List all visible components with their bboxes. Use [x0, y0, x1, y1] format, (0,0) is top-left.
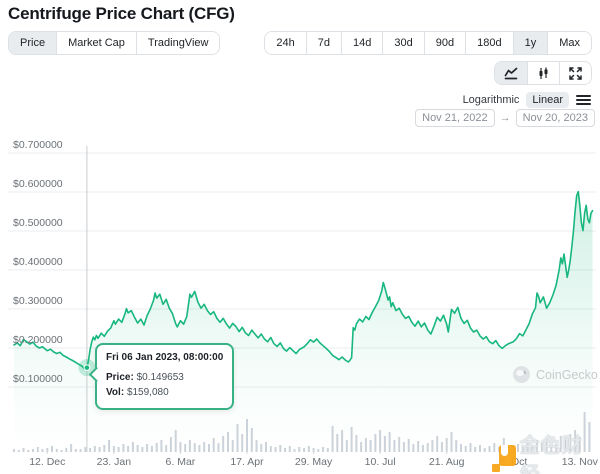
view-tabs: Price Market Cap TradingView	[8, 31, 221, 55]
tooltip-date: Fri 06 Jan 2023, 08:00:00	[106, 352, 224, 363]
coingecko-logo-icon	[513, 366, 530, 383]
y-axis-labels: $0.700000 $0.600000 $0.500000 $0.400000 $0.3…	[13, 139, 63, 385]
range-30d[interactable]: 30d	[383, 32, 425, 54]
svg-text:10. Jul: 10. Jul	[365, 456, 396, 468]
svg-text:$0.300000: $0.300000	[13, 295, 63, 307]
fullscreen-button[interactable]	[560, 62, 591, 84]
date-range: Nov 21, 2022 → Nov 20, 2023	[415, 109, 595, 127]
logarithmic-toggle[interactable]: Logarithmic	[462, 94, 520, 106]
range-180d[interactable]: 180d	[466, 32, 514, 54]
scale-toggle: Logarithmic Linear	[463, 91, 591, 109]
date-to-input[interactable]: Nov 20, 2023	[515, 109, 595, 127]
date-from-input[interactable]: Nov 21, 2022	[415, 109, 495, 127]
svg-text:6. Mar: 6. Mar	[166, 456, 196, 468]
svg-text:$0.200000: $0.200000	[13, 334, 63, 346]
tooltip-volume-row: Vol: $159,080	[106, 386, 169, 398]
svg-text:$0.100000: $0.100000	[13, 373, 63, 385]
svg-text:$0.600000: $0.600000	[13, 178, 63, 190]
svg-text:23. Jan: 23. Jan	[97, 456, 132, 468]
line-chart-button[interactable]	[495, 62, 528, 84]
tab-price[interactable]: Price	[9, 32, 58, 54]
linear-toggle[interactable]: Linear	[526, 92, 569, 108]
fullscreen-icon	[569, 66, 582, 80]
time-range-buttons: 24h 7d 14d 30d 90d 180d 1y Max	[264, 31, 592, 55]
coingecko-watermark-label: CoinGecko	[536, 367, 598, 382]
chart-tooltip: Fri 06 Jan 2023, 08:00:00 Price: $0.1496…	[88, 343, 235, 410]
svg-text:$0.700000: $0.700000	[13, 139, 63, 151]
price-area-fill	[14, 191, 593, 452]
menu-icon[interactable]	[576, 94, 591, 106]
tab-tradingview[interactable]: TradingView	[136, 32, 220, 54]
line-chart-icon	[504, 67, 518, 79]
jinse-logo-icon	[491, 443, 517, 473]
svg-text:21. Aug: 21. Aug	[429, 456, 465, 468]
svg-text:$0.400000: $0.400000	[13, 256, 63, 268]
range-90d[interactable]: 90d	[424, 32, 467, 54]
jinse-watermark-label: 金色财经	[519, 435, 583, 474]
coingecko-watermark: CoinGecko	[513, 366, 598, 383]
svg-text:12. Dec: 12. Dec	[29, 456, 65, 468]
page-title: Centrifuge Price Chart (CFG)	[8, 4, 235, 23]
tooltip-arrow	[88, 366, 105, 383]
tab-market-cap[interactable]: Market Cap	[57, 32, 137, 54]
tooltip-price-row: Price: $0.149653	[106, 372, 184, 383]
svg-text:$0.500000: $0.500000	[13, 217, 63, 229]
candlestick-chart-button[interactable]	[528, 62, 560, 84]
chart-type-buttons	[494, 61, 592, 85]
arrow-right-icon: →	[499, 112, 511, 124]
jinse-watermark: 金色财经	[491, 429, 600, 474]
candlestick-icon	[539, 67, 548, 79]
range-14d[interactable]: 14d	[342, 32, 384, 54]
svg-text:29. May: 29. May	[295, 456, 333, 468]
range-1y[interactable]: 1y	[513, 32, 549, 54]
range-max[interactable]: Max	[548, 32, 591, 54]
range-24h[interactable]: 24h	[265, 32, 307, 54]
range-7d[interactable]: 7d	[306, 32, 343, 54]
svg-text:17. Apr: 17. Apr	[230, 456, 264, 468]
